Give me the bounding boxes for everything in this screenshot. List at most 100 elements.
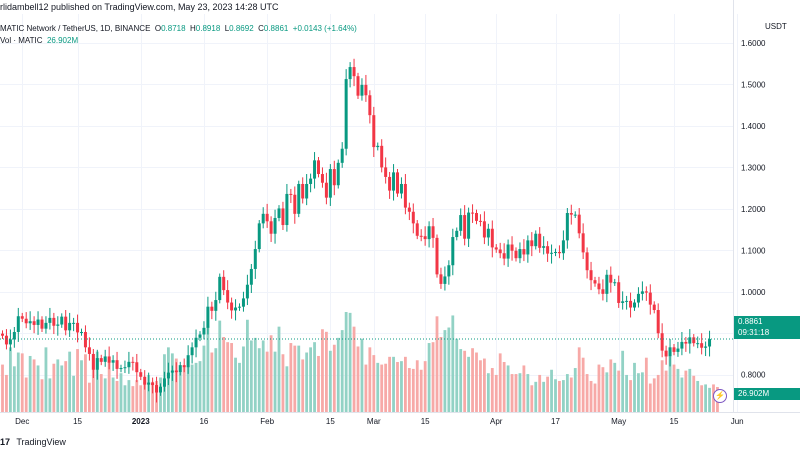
volume-bar: [147, 374, 151, 412]
volume-bar: [585, 374, 589, 412]
volume-bar: [506, 365, 510, 412]
candle-body: [356, 76, 360, 96]
candle-body: [261, 213, 265, 224]
volume-bar: [672, 364, 676, 412]
volume-bar: [637, 373, 640, 412]
volume-label[interactable]: Vol · MATIC: [0, 36, 43, 45]
volume-bar: [490, 368, 494, 412]
volume-bar: [305, 352, 309, 412]
candle-body: [72, 322, 76, 324]
volume-bar: [502, 362, 506, 412]
time-tick-label: 17: [551, 417, 560, 426]
volume-bar: [427, 343, 431, 412]
candle-body: [680, 341, 684, 349]
candle-body: [581, 233, 585, 253]
volume-bar: [60, 365, 64, 412]
candle-body: [478, 220, 482, 222]
candle-body: [475, 213, 478, 221]
volume-bar: [644, 357, 648, 412]
candle-body: [526, 240, 530, 255]
candle-body: [131, 361, 135, 363]
volume-bar: [328, 350, 332, 412]
candle-body: [656, 310, 660, 334]
volume-bar: [404, 356, 407, 412]
volume-bar: [613, 362, 617, 412]
volume-bar: [238, 362, 241, 412]
candle-body: [119, 368, 123, 370]
candle-body: [76, 322, 80, 333]
candle-body: [502, 253, 506, 259]
candle-body: [80, 331, 83, 333]
volume-bar: [119, 373, 123, 412]
candle-body: [672, 347, 676, 352]
price-axis: 1.6000 1.5000 1.4000 1.3000 1.2000 1.1000 1.00…: [741, 39, 766, 380]
volume-bar: [72, 375, 75, 412]
currency-label[interactable]: USDT: [765, 22, 787, 31]
candle-body: [652, 304, 656, 311]
volume-bar: [325, 331, 328, 412]
candle-body: [490, 228, 494, 248]
candle-body: [447, 265, 451, 277]
volume-bar: [633, 362, 636, 412]
candle-body: [692, 337, 696, 344]
high-label: H: [190, 24, 196, 33]
price-tick-label: 0.8000: [741, 371, 766, 380]
candle-body: [214, 300, 218, 311]
candle-body: [87, 347, 91, 354]
candle-body: [253, 249, 257, 269]
candle-body: [44, 322, 48, 329]
time-tick-label: 2023: [132, 417, 150, 426]
candle-body: [8, 339, 12, 345]
candle-body: [277, 208, 281, 218]
candle-body: [32, 321, 36, 325]
candle-body: [91, 353, 95, 370]
candle-body: [151, 382, 155, 386]
countdown-tag: 09:31:18: [734, 327, 800, 339]
volume-bar: [641, 372, 644, 412]
candle-body: [16, 316, 20, 332]
candle-body: [332, 169, 336, 186]
volume-bar: [1, 364, 4, 412]
candle-body: [127, 361, 131, 368]
lightning-icon[interactable]: ⚡: [713, 389, 727, 403]
volume-bar: [360, 338, 364, 412]
candle-body: [269, 221, 273, 234]
volume-bar: [230, 343, 233, 412]
candle-body: [202, 327, 206, 335]
publish-text: rlidambell12 published on TradingView.co…: [0, 2, 279, 12]
candle-body: [352, 67, 356, 77]
candle-body: [226, 290, 230, 303]
candle-body: [700, 343, 704, 348]
candle-body: [704, 346, 708, 348]
last-price-tag: 0.8861: [734, 316, 800, 328]
candle-body: [135, 362, 139, 373]
volume-bar: [609, 359, 613, 412]
candle-body: [530, 240, 534, 247]
volume-bar: [28, 355, 32, 412]
volume-bar: [581, 357, 585, 412]
volume-bar: [107, 361, 111, 412]
volume-bar: [510, 374, 514, 412]
volume-bar: [597, 364, 601, 412]
ohlc-legend: MATIC Network / TetherUS, 1D, BINANCE O0…: [0, 24, 357, 33]
volume-bar: [704, 384, 707, 412]
candle-body: [186, 355, 190, 368]
volume-bar: [601, 367, 605, 412]
price-chart[interactable]: 1.6000 1.5000 1.4000 1.3000 1.2000 1.1000 1.00…: [0, 0, 800, 434]
candle-body: [206, 306, 210, 328]
close-value: 0.8861: [263, 24, 289, 33]
candle-body: [107, 356, 111, 363]
time-axis: Dec 15 2023 16 Feb 15 Mar 15 Apr 17 May 15 Jun: [15, 417, 744, 426]
volume-bar: [518, 373, 522, 412]
volume-bar: [246, 319, 249, 412]
volume-bar: [123, 385, 127, 412]
symbol-title[interactable]: MATIC Network / TetherUS, 1D, BINANCE: [0, 24, 151, 33]
volume-bar: [656, 374, 660, 412]
candlesticks: [1, 58, 712, 403]
volume-bar: [210, 352, 214, 412]
volume-bar: [384, 363, 388, 412]
volume-bar: [526, 374, 530, 412]
volume-bar: [20, 353, 24, 412]
volume-bar: [32, 359, 36, 412]
candle-body: [482, 221, 486, 238]
